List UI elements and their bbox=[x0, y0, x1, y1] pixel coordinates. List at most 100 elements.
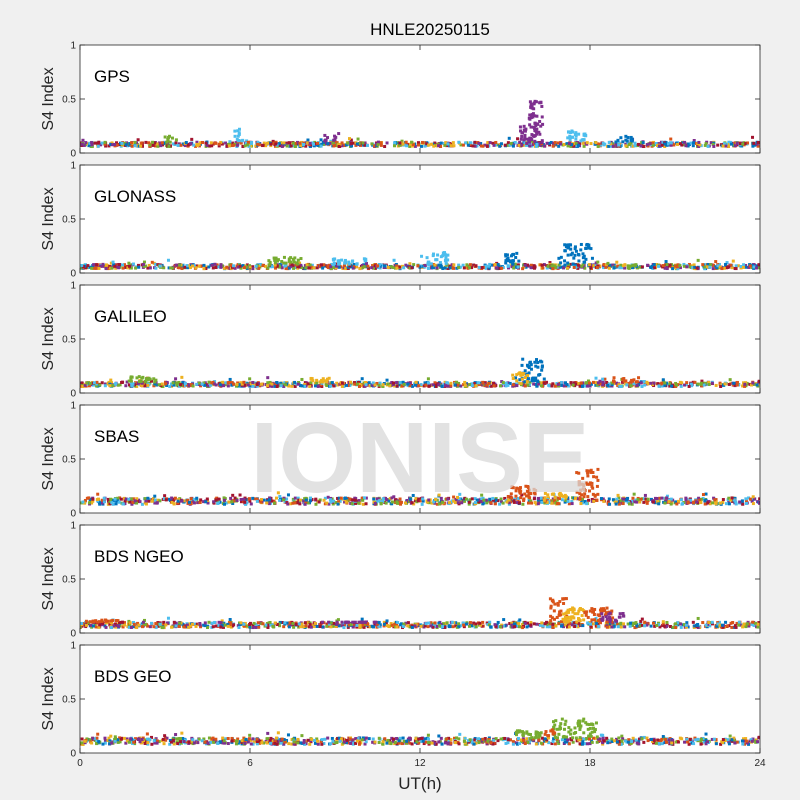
data-point bbox=[629, 141, 633, 145]
data-point bbox=[352, 623, 356, 627]
data-point bbox=[185, 383, 189, 387]
data-point bbox=[289, 623, 293, 627]
data-point bbox=[612, 376, 616, 380]
data-point bbox=[357, 381, 361, 385]
data-point bbox=[638, 500, 642, 504]
data-point bbox=[367, 381, 371, 385]
data-point bbox=[549, 499, 553, 503]
data-point bbox=[280, 266, 284, 270]
data-point bbox=[313, 140, 317, 144]
data-point bbox=[533, 139, 537, 143]
data-point bbox=[515, 382, 519, 386]
data-point bbox=[621, 622, 625, 626]
data-point bbox=[567, 502, 571, 506]
data-point bbox=[441, 622, 445, 626]
data-point bbox=[144, 380, 148, 384]
data-point bbox=[143, 497, 147, 501]
data-point bbox=[716, 502, 720, 506]
data-point bbox=[519, 496, 523, 500]
data-point bbox=[508, 143, 512, 147]
data-point bbox=[204, 267, 208, 271]
data-point bbox=[371, 264, 375, 268]
data-point bbox=[567, 142, 571, 146]
data-point bbox=[229, 496, 233, 500]
data-point bbox=[211, 625, 215, 629]
data-point bbox=[392, 258, 396, 262]
data-point bbox=[664, 381, 668, 385]
data-point bbox=[153, 141, 157, 145]
data-point bbox=[523, 133, 527, 137]
data-point bbox=[209, 383, 213, 387]
data-point bbox=[182, 625, 186, 629]
data-point bbox=[296, 262, 300, 266]
data-point bbox=[274, 256, 278, 260]
data-point bbox=[408, 142, 412, 146]
data-point bbox=[254, 623, 258, 627]
data-point bbox=[721, 383, 725, 387]
data-point bbox=[350, 259, 354, 263]
data-point bbox=[90, 266, 94, 270]
data-point bbox=[535, 127, 539, 131]
data-point bbox=[517, 622, 521, 626]
data-point bbox=[331, 266, 335, 270]
data-point bbox=[420, 140, 424, 144]
data-point bbox=[583, 499, 587, 503]
data-point bbox=[745, 622, 749, 626]
data-point bbox=[662, 142, 666, 146]
data-point bbox=[445, 381, 449, 385]
panel-label: SBAS bbox=[94, 427, 139, 446]
data-point bbox=[251, 496, 255, 500]
data-point bbox=[534, 489, 538, 493]
data-point bbox=[239, 497, 243, 501]
data-point bbox=[406, 143, 410, 147]
data-point bbox=[247, 497, 251, 501]
data-point bbox=[128, 500, 132, 504]
data-point bbox=[431, 254, 435, 258]
data-point bbox=[743, 382, 747, 386]
data-point bbox=[379, 502, 383, 506]
data-point bbox=[516, 265, 520, 269]
data-point bbox=[244, 141, 248, 145]
data-point bbox=[238, 264, 242, 268]
data-points bbox=[80, 467, 760, 506]
data-point bbox=[496, 620, 500, 624]
data-point bbox=[432, 500, 436, 504]
data-point bbox=[452, 495, 456, 499]
data-point bbox=[546, 493, 550, 497]
data-point bbox=[81, 265, 85, 269]
data-point bbox=[302, 499, 306, 503]
data-point bbox=[364, 261, 368, 265]
data-point bbox=[629, 264, 633, 268]
data-point bbox=[249, 382, 253, 386]
data-point bbox=[259, 500, 263, 504]
data-point bbox=[744, 497, 748, 501]
data-point bbox=[85, 381, 89, 385]
data-point bbox=[669, 137, 673, 141]
data-point bbox=[577, 471, 581, 475]
data-point bbox=[320, 384, 324, 388]
data-point bbox=[539, 124, 543, 128]
data-point bbox=[90, 141, 94, 145]
data-point bbox=[237, 625, 241, 629]
data-point bbox=[141, 262, 145, 266]
data-point bbox=[303, 264, 307, 268]
data-point bbox=[331, 624, 335, 628]
data-point bbox=[241, 138, 245, 142]
data-point bbox=[310, 263, 314, 267]
data-point bbox=[136, 138, 140, 142]
data-point bbox=[528, 113, 532, 117]
data-point bbox=[342, 623, 346, 627]
data-point bbox=[533, 492, 537, 496]
data-point bbox=[592, 499, 596, 503]
data-point bbox=[152, 377, 156, 381]
data-point bbox=[251, 267, 255, 271]
data-point bbox=[610, 383, 614, 387]
data-point bbox=[177, 142, 181, 146]
data-point bbox=[504, 259, 508, 263]
data-point bbox=[108, 384, 112, 388]
data-point bbox=[287, 384, 291, 388]
data-point bbox=[174, 377, 178, 381]
data-point bbox=[329, 621, 333, 625]
data-point bbox=[747, 624, 751, 628]
